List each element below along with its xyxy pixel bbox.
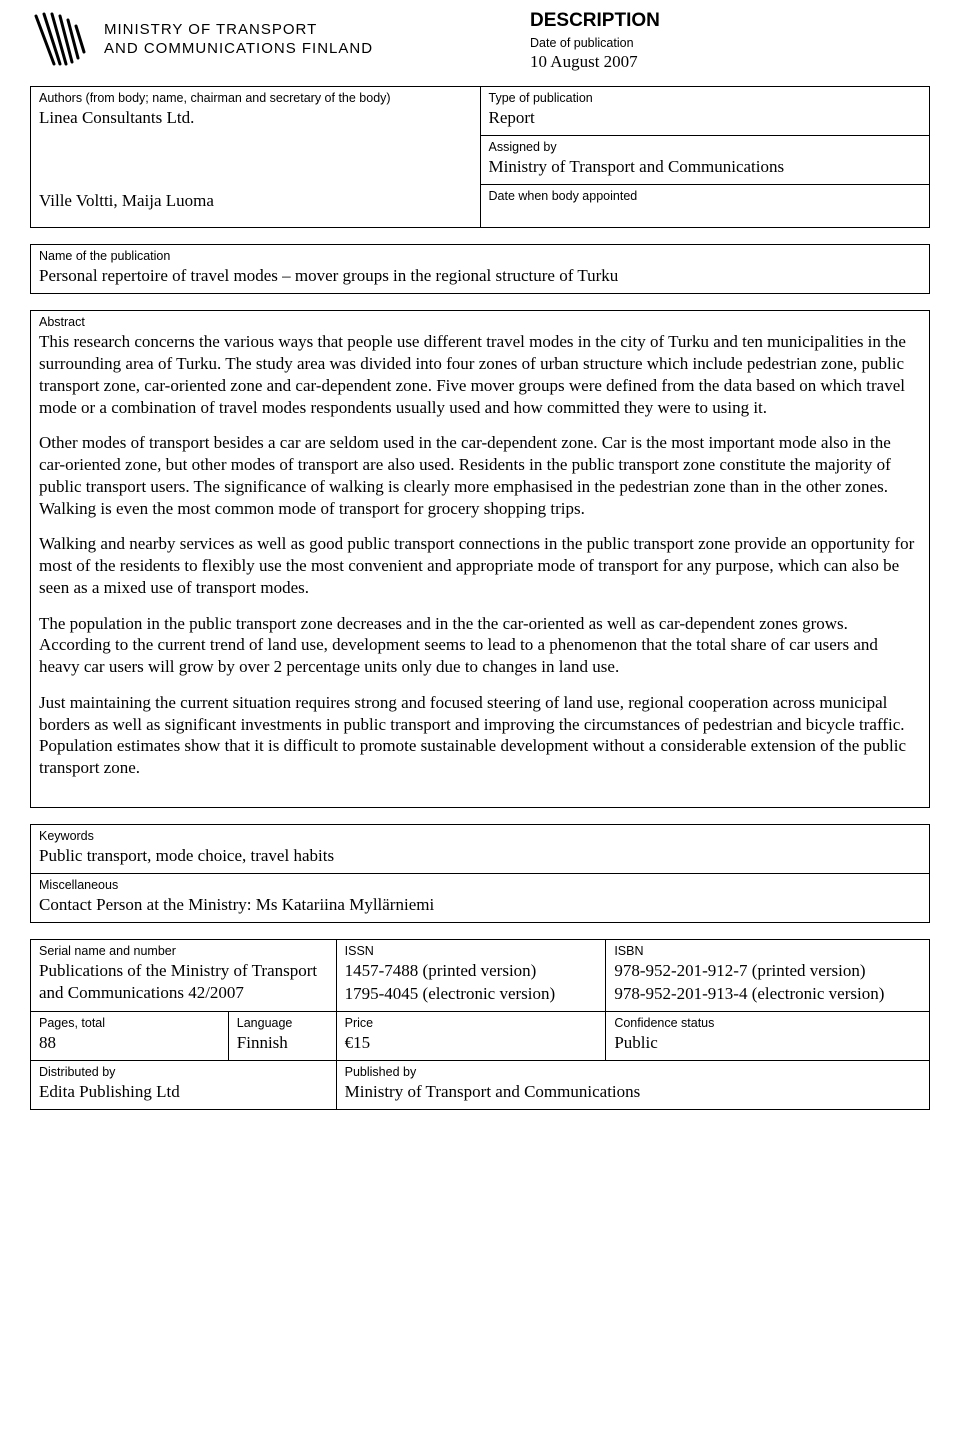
misc-value: Contact Person at the Ministry: Ms Katar… [39,894,921,916]
misc-label: Miscellaneous [39,878,921,893]
authors-value2: Ville Voltti, Maija Luoma [39,190,472,212]
price-value: €15 [345,1032,598,1054]
serial-label: Serial name and number [39,944,328,959]
assigned-label: Assigned by [489,140,922,155]
authors-value1: Linea Consultants Ltd. [39,107,472,129]
ministry-line1: MINISTRY OF TRANSPORT [104,21,373,40]
abstract-table: Abstract This research concerns the vari… [30,310,930,808]
biblio-table: Serial name and number Publications of t… [30,939,930,1110]
serial-value: Publications of the Ministry of Transpor… [39,960,328,1004]
pages-value: 88 [39,1032,220,1054]
name-of-pub-table: Name of the publication Personal reperto… [30,244,930,294]
abstract-p4: The population in the public transport z… [39,613,921,678]
abstract-p1: This research concerns the various ways … [39,331,921,418]
description-title: DESCRIPTION [530,10,930,32]
issn-line2: 1795-4045 (electronic version) [345,983,598,1005]
isbn-line2: 978-952-201-913-4 (electronic version) [614,983,921,1005]
ministry-line2: AND COMMUNICATIONS FINLAND [104,40,373,59]
distributed-label: Distributed by [39,1065,328,1080]
assigned-value: Ministry of Transport and Communications [489,156,922,178]
type-value: Report [489,107,922,129]
logo-block: MINISTRY OF TRANSPORT AND COMMUNICATIONS… [30,10,510,70]
type-label: Type of publication [489,91,922,106]
published-label: Published by [345,1065,921,1080]
description-block: DESCRIPTION Date of publication 10 Augus… [510,10,930,72]
authors-label: Authors (from body; name, chairman and s… [39,91,472,106]
distributed-value: Edita Publishing Ltd [39,1081,328,1103]
page-header: MINISTRY OF TRANSPORT AND COMMUNICATIONS… [30,10,930,72]
keywords-value: Public transport, mode choice, travel ha… [39,845,921,867]
name-pub-value: Personal repertoire of travel modes – mo… [39,265,921,287]
name-pub-label: Name of the publication [39,249,921,264]
isbn-line1: 978-952-201-912-7 (printed version) [614,960,921,982]
ministry-name: MINISTRY OF TRANSPORT AND COMMUNICATIONS… [104,21,373,59]
language-label: Language [237,1016,328,1031]
issn-line1: 1457-7488 (printed version) [345,960,598,982]
confidence-value: Public [614,1032,921,1054]
abstract-p3: Walking and nearby services as well as g… [39,533,921,598]
authors-type-table: Authors (from body; name, chairman and s… [30,86,930,228]
keywords-label: Keywords [39,829,921,844]
abstract-p2: Other modes of transport besides a car a… [39,432,921,519]
keywords-misc-table: Keywords Public transport, mode choice, … [30,824,930,923]
price-label: Price [345,1016,598,1031]
date-appointed-label: Date when body appointed [489,189,922,204]
published-value: Ministry of Transport and Communications [345,1081,921,1103]
isbn-label: ISBN [614,944,921,959]
confidence-label: Confidence status [614,1016,921,1031]
date-of-pub-value: 10 August 2007 [530,52,930,72]
abstract-p5: Just maintaining the current situation r… [39,692,921,779]
date-of-pub-label: Date of publication [530,36,930,50]
abstract-label: Abstract [39,315,921,330]
pages-label: Pages, total [39,1016,220,1031]
ministry-logo-icon [30,10,90,70]
issn-label: ISSN [345,944,598,959]
abstract-body: This research concerns the various ways … [39,331,921,779]
language-value: Finnish [237,1032,328,1054]
